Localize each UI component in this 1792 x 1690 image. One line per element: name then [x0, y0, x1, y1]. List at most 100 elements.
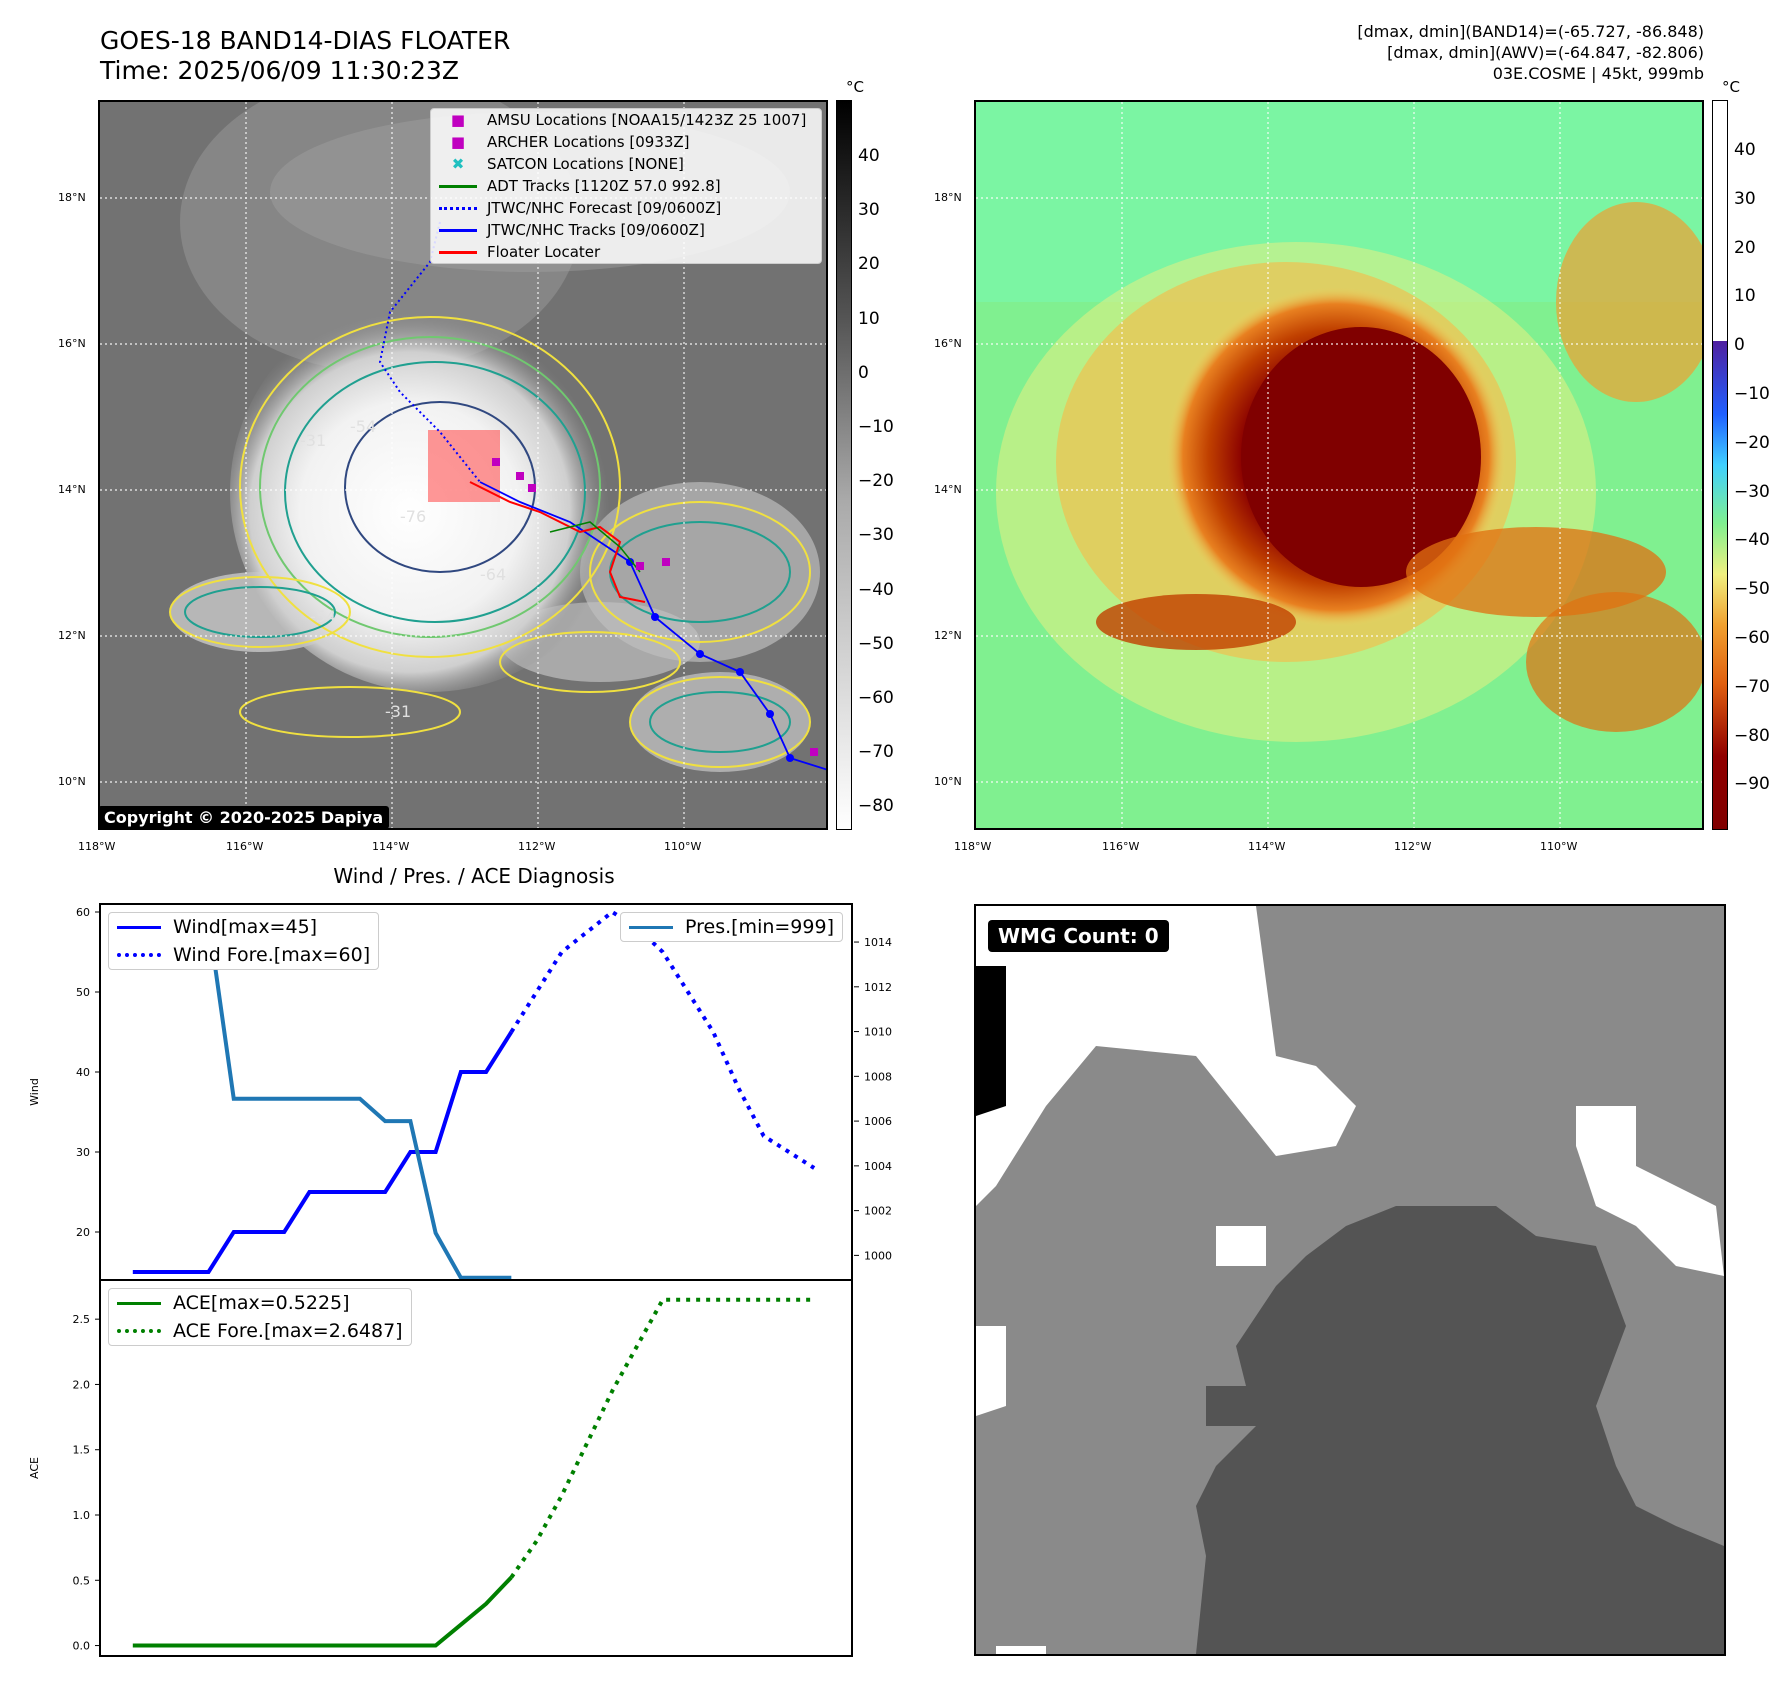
y2-tick-label: 1004 — [864, 1160, 892, 1173]
y-tick-label: 0.0 — [73, 1640, 91, 1653]
y-tick-label: 50 — [76, 986, 90, 999]
y-axis-label: ACE — [28, 1457, 41, 1479]
series-line — [132, 1575, 513, 1648]
dotted-line-swatch — [117, 953, 161, 957]
lat-tick: 10°N — [58, 775, 86, 788]
square-marker-icon: ■ — [450, 111, 466, 129]
line-swatch — [439, 228, 477, 232]
contour-label: -54 — [310, 607, 336, 626]
colorbar-unit: °C — [1722, 78, 1740, 96]
info-awv: [dmax, dmin](AWV)=(-64.847, -82.806) — [1387, 43, 1704, 62]
y-tick-label: 2.0 — [73, 1378, 91, 1391]
contour-label: -31 — [385, 702, 411, 721]
line-swatch — [439, 250, 477, 254]
colorbar-tick: 0 — [858, 362, 869, 383]
awv-map-panel — [974, 100, 1704, 830]
wmg-image — [976, 906, 1724, 1654]
y-axis-label: Wind — [28, 1078, 41, 1106]
dotted-line-swatch — [117, 1329, 161, 1333]
colorbar-tick: −30 — [1734, 481, 1770, 502]
legend-tracks: JTWC/NHC Tracks [09/0600Z] — [431, 219, 821, 241]
colorbar-tick: −60 — [858, 688, 894, 708]
lon-tick: 116°W — [226, 840, 264, 853]
y2-tick-label: 1010 — [864, 1026, 892, 1039]
copyright-badge: Copyright © 2020-2025 Dapiya — [98, 806, 390, 829]
y2-tick-label: 1000 — [864, 1249, 892, 1262]
colorbar-tick: −60 — [1734, 628, 1770, 648]
colorbar-tick: 30 — [858, 200, 880, 221]
colorbar-tick: −30 — [858, 525, 894, 546]
y-tick-label: 60 — [76, 906, 90, 919]
colorbar-tick: 10 — [1734, 286, 1756, 307]
info-band14: [dmax, dmin](BAND14)=(-65.727, -86.848) — [1357, 22, 1704, 41]
lat-tick: 16°N — [934, 337, 962, 350]
colorbar-tick: −40 — [858, 579, 894, 600]
contour-label: -76 — [400, 507, 426, 526]
contour-label: -31 — [300, 431, 326, 450]
colorbar-tick: −80 — [1734, 725, 1770, 746]
y2-tick-label: 1012 — [864, 981, 892, 994]
colorbar-tick: −40 — [1734, 530, 1770, 551]
line-swatch — [439, 184, 477, 188]
legend-wind: Wind[max=45] — [109, 913, 378, 941]
colorbar-tick: −20 — [1734, 432, 1770, 453]
contour-label: -64 — [480, 565, 506, 584]
wind-legend: Wind[max=45] Wind Fore.[max=60] — [108, 912, 380, 970]
colorbar-tick: −20 — [858, 471, 894, 492]
figure-time: Time: 2025/06/09 11:30:23Z — [100, 56, 459, 85]
legend-ace: ACE[max=0.5225] — [109, 1289, 411, 1317]
lat-tick: 18°N — [934, 191, 962, 204]
wmg-panel — [974, 904, 1726, 1656]
pressure-legend: Pres.[min=999] — [620, 912, 843, 942]
awv-map-image — [976, 102, 1702, 828]
y2-tick-label: 1006 — [864, 1115, 892, 1128]
info-storm: 03E.COSME | 45kt, 999mb — [1492, 64, 1704, 83]
y2-tick-label: 1008 — [864, 1070, 892, 1083]
legend-wind-forecast: Wind Fore.[max=60] — [109, 941, 378, 969]
colorbar-tick: −90 — [1734, 774, 1770, 795]
colorbar-tick: 40 — [1734, 140, 1756, 160]
lon-tick: 114°W — [372, 840, 410, 853]
lon-tick: 118°W — [78, 840, 116, 853]
y2-tick-label: 1014 — [864, 936, 892, 949]
y2-tick-label: 1002 — [864, 1205, 892, 1218]
lat-tick: 18°N — [58, 191, 86, 204]
colorbar-tick: −80 — [858, 796, 894, 817]
lon-tick: 116°W — [1102, 840, 1140, 853]
lat-tick: 14°N — [58, 483, 86, 496]
colorbar-tick: −10 — [858, 417, 894, 437]
colorbar-tick: 30 — [1734, 188, 1756, 209]
lon-tick: 112°W — [1394, 840, 1432, 853]
colorbar-tick: −70 — [858, 742, 894, 763]
lon-tick: 110°W — [1540, 840, 1578, 853]
y-tick-label: 1.0 — [73, 1509, 91, 1522]
lat-tick: 12°N — [934, 629, 962, 642]
y-tick-label: 40 — [76, 1066, 90, 1079]
lat-tick: 16°N — [58, 337, 86, 350]
legend-satcon: ✖ SATCON Locations [NONE] — [431, 153, 821, 175]
y-tick-label: 1.5 — [73, 1444, 91, 1457]
colorbar-tick: 10 — [858, 308, 880, 329]
ace-legend: ACE[max=0.5225] ACE Fore.[max=2.6487] — [108, 1288, 412, 1346]
legend-amsu: ■ AMSU Locations [NOAA15/1423Z 25 1007] — [431, 109, 821, 131]
colorbar-tick: 20 — [858, 254, 880, 275]
colorbar-tick: −50 — [858, 633, 894, 654]
legend-ace-forecast: ACE Fore.[max=2.6487] — [109, 1317, 411, 1345]
wmg-count-badge: WMG Count: 0 — [988, 920, 1169, 952]
awv-colorbar — [1712, 100, 1728, 830]
diagnosis-title: Wind / Pres. / ACE Diagnosis — [333, 864, 615, 888]
y-tick-label: 0.5 — [73, 1574, 91, 1587]
legend-adt: ADT Tracks [1120Z 57.0 992.8] — [431, 175, 821, 197]
contour-label: -54 — [350, 417, 376, 436]
colorbar-tick: −10 — [1734, 384, 1770, 404]
dotted-line-swatch — [439, 206, 477, 210]
square-marker-icon: ■ — [450, 133, 466, 151]
ir-colorbar — [836, 100, 852, 830]
line-swatch — [117, 925, 161, 929]
line-swatch — [629, 925, 673, 929]
diagnosis-chart: 20 30 40 50 60 Wind 1000 1002 1004 1006 1008 1010 10… — [28, 903, 892, 1657]
y-tick-label: 20 — [76, 1226, 90, 1239]
series-line — [509, 909, 816, 1170]
line-swatch — [117, 1301, 161, 1305]
lon-tick: 112°W — [518, 840, 556, 853]
